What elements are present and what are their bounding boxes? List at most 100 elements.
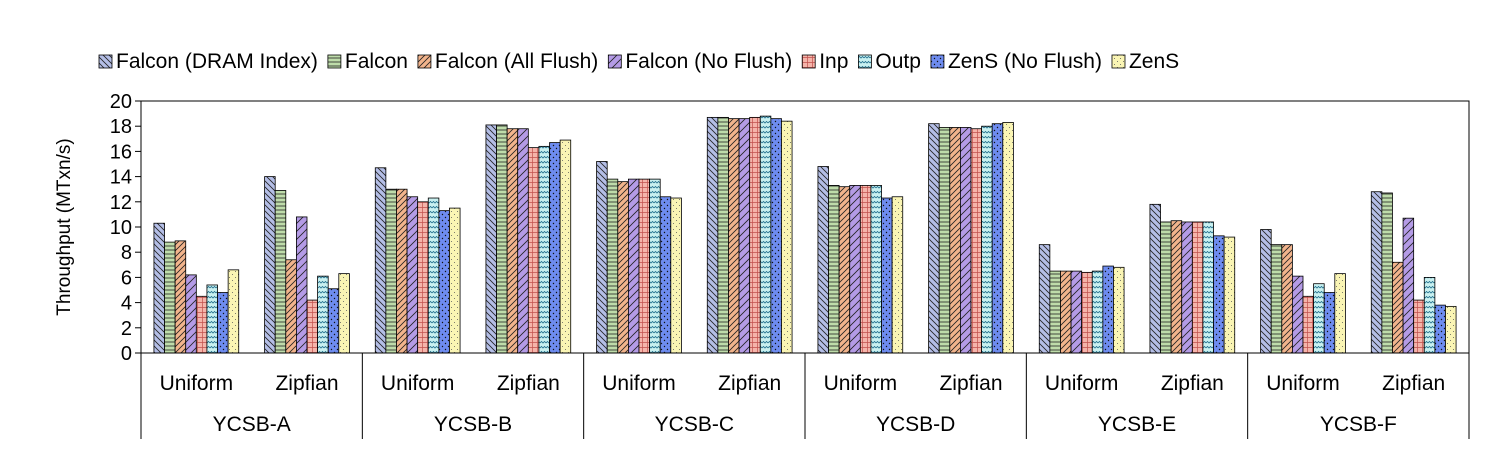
bar-inp-ycsb-a-zipfian <box>306 299 319 354</box>
legend-label: Inp <box>819 50 848 73</box>
legend-swatch <box>1111 54 1126 69</box>
bar-falcon-ycsb-b-zipfian <box>496 124 508 354</box>
bar-falcon-dram-index-ycsb-c-zipfian <box>706 116 719 354</box>
bar-falcon-dram-index-ycsb-f-zipfian <box>1370 191 1383 354</box>
bar-zens-no-flush-ycsb-c-uniform <box>659 196 672 354</box>
legend-swatch <box>98 54 113 69</box>
bar-outp-ycsb-b-zipfian <box>538 145 550 354</box>
bar-falcon-dram-index-ycsb-b-uniform <box>374 167 387 354</box>
bar-falcon-ycsb-f-zipfian <box>1381 192 1393 354</box>
bar-inp-ycsb-d-uniform <box>859 185 872 354</box>
bar-zens-ycsb-e-zipfian <box>1223 236 1236 354</box>
bar-zens-no-flush-ycsb-d-uniform <box>881 197 893 354</box>
bar-falcon-all-flush-ycsb-e-zipfian <box>1170 220 1183 354</box>
bar-falcon-no-flush-ycsb-f-zipfian <box>1402 217 1415 354</box>
bar-falcon-no-flush-ycsb-a-zipfian <box>295 216 308 354</box>
bar-falcon-all-flush-ycsb-c-zipfian <box>728 118 740 354</box>
x-tick-label: Uniform <box>1045 372 1119 395</box>
bar-zens-ycsb-b-zipfian <box>559 139 572 354</box>
y-tick-label: 20 <box>110 91 132 113</box>
legend-swatch <box>801 54 816 69</box>
bar-zens-no-flush-ycsb-f-uniform <box>1323 292 1336 354</box>
bar-inp-ycsb-d-zipfian <box>970 128 983 354</box>
bar-zens-ycsb-a-zipfian <box>338 273 350 354</box>
bar-falcon-all-flush-ycsb-a-zipfian <box>285 259 297 354</box>
bar-falcon-dram-index-ycsb-e-zipfian <box>1149 203 1161 354</box>
bar-zens-ycsb-e-uniform <box>1113 266 1125 354</box>
y-tick-label: 6 <box>121 267 132 289</box>
bar-outp-ycsb-e-zipfian <box>1202 221 1214 354</box>
y-axis-label: Throughput (MTxn/s) <box>54 138 75 315</box>
bar-zens-no-flush-ycsb-a-uniform <box>217 292 229 354</box>
x-tick-label: Zipfian <box>718 372 781 395</box>
bar-outp-ycsb-b-uniform <box>427 197 440 354</box>
x-tick-label: Uniform <box>381 372 455 395</box>
bar-falcon-ycsb-c-zipfian <box>717 116 729 354</box>
bar-zens-no-flush-ycsb-e-uniform <box>1102 265 1114 354</box>
bar-outp-ycsb-a-zipfian <box>317 275 329 354</box>
bar-inp-ycsb-c-zipfian <box>749 116 761 354</box>
legend-label: Falcon <box>345 50 408 73</box>
bar-outp-ycsb-e-uniform <box>1091 270 1104 354</box>
bar-zens-ycsb-b-uniform <box>449 207 461 354</box>
bar-falcon-ycsb-d-uniform <box>828 185 840 354</box>
group-label-ycsb-e: YCSB-E <box>1098 413 1176 436</box>
bar-inp-ycsb-b-uniform <box>417 201 429 354</box>
legend-swatch <box>607 54 622 69</box>
bar-falcon-all-flush-ycsb-f-zipfian <box>1392 261 1404 354</box>
bar-inp-ycsb-f-zipfian <box>1413 299 1425 354</box>
bar-outp-ycsb-f-zipfian <box>1423 276 1436 354</box>
bar-outp-ycsb-f-uniform <box>1313 283 1325 354</box>
x-tick-label: Uniform <box>160 372 234 395</box>
bar-zens-ycsb-d-uniform <box>891 196 904 354</box>
bar-falcon-no-flush-ycsb-e-zipfian <box>1181 221 1193 354</box>
legend-label: ZenS <box>1129 50 1179 73</box>
bar-falcon-ycsb-e-uniform <box>1049 270 1061 354</box>
bar-falcon-all-flush-ycsb-d-zipfian <box>949 127 961 354</box>
bar-falcon-ycsb-c-uniform <box>606 178 619 354</box>
y-tick-label: 12 <box>110 192 132 214</box>
bar-falcon-no-flush-ycsb-c-zipfian <box>738 118 751 354</box>
bar-falcon-dram-index-ycsb-c-uniform <box>596 161 608 354</box>
bar-outp-ycsb-d-zipfian <box>981 125 993 354</box>
bar-zens-ycsb-f-zipfian <box>1445 305 1457 354</box>
legend-label: ZenS (No Flush) <box>948 50 1102 73</box>
legend-item-falcon-all-flush: Falcon (All Flush) <box>417 50 598 73</box>
bar-outp-ycsb-c-uniform <box>649 178 661 354</box>
bar-falcon-dram-index-ycsb-b-zipfian <box>485 124 497 354</box>
bar-inp-ycsb-f-uniform <box>1302 295 1315 354</box>
bar-zens-ycsb-c-zipfian <box>781 120 793 354</box>
bar-inp-ycsb-e-uniform <box>1081 271 1093 354</box>
x-tick-label: Zipfian <box>1161 372 1224 395</box>
x-axis: Uniform Zipfian YCSB-A Uniform Zipfian YCSB-B… <box>140 352 1470 439</box>
group-label-ycsb-b: YCSB-B <box>434 413 512 436</box>
legend-item-falcon-dram-index: Falcon (DRAM Index) <box>98 50 318 73</box>
legend-swatch <box>858 54 872 69</box>
bar-falcon-no-flush-ycsb-d-zipfian <box>960 127 972 354</box>
bar-falcon-dram-index-ycsb-d-uniform <box>817 166 829 354</box>
plot-area <box>140 100 1470 354</box>
group-label-ycsb-c: YCSB-C <box>655 413 734 436</box>
bar-falcon-dram-index-ycsb-f-uniform <box>1260 229 1272 354</box>
x-tick-label: Zipfian <box>939 372 1002 395</box>
bar-inp-ycsb-c-uniform <box>638 178 651 354</box>
bar-falcon-all-flush-ycsb-d-uniform <box>838 186 851 354</box>
y-tick-label: 2 <box>121 318 132 340</box>
bar-falcon-dram-index-ycsb-a-uniform <box>153 222 165 354</box>
bar-falcon-all-flush-ycsb-e-uniform <box>1060 270 1072 354</box>
bar-inp-ycsb-a-uniform <box>195 295 208 354</box>
bar-falcon-all-flush-ycsb-b-uniform <box>396 188 408 354</box>
y-axis: 0 2 4 6 8 10 12 14 16 18 20 <box>110 91 142 365</box>
legend-swatch <box>417 54 432 69</box>
x-tick-label: Uniform <box>824 372 898 395</box>
x-tick-label: Zipfian <box>275 372 338 395</box>
x-tick-label: Uniform <box>1266 372 1340 395</box>
y-tick-label: 10 <box>110 217 132 239</box>
bar-zens-ycsb-a-uniform <box>227 269 240 354</box>
bar-falcon-all-flush-ycsb-a-uniform <box>174 240 187 354</box>
bar-outp-ycsb-a-uniform <box>206 284 218 354</box>
bar-falcon-ycsb-a-uniform <box>164 241 176 354</box>
bar-falcon-ycsb-f-uniform <box>1270 244 1283 354</box>
y-tick-label: 16 <box>110 141 132 163</box>
